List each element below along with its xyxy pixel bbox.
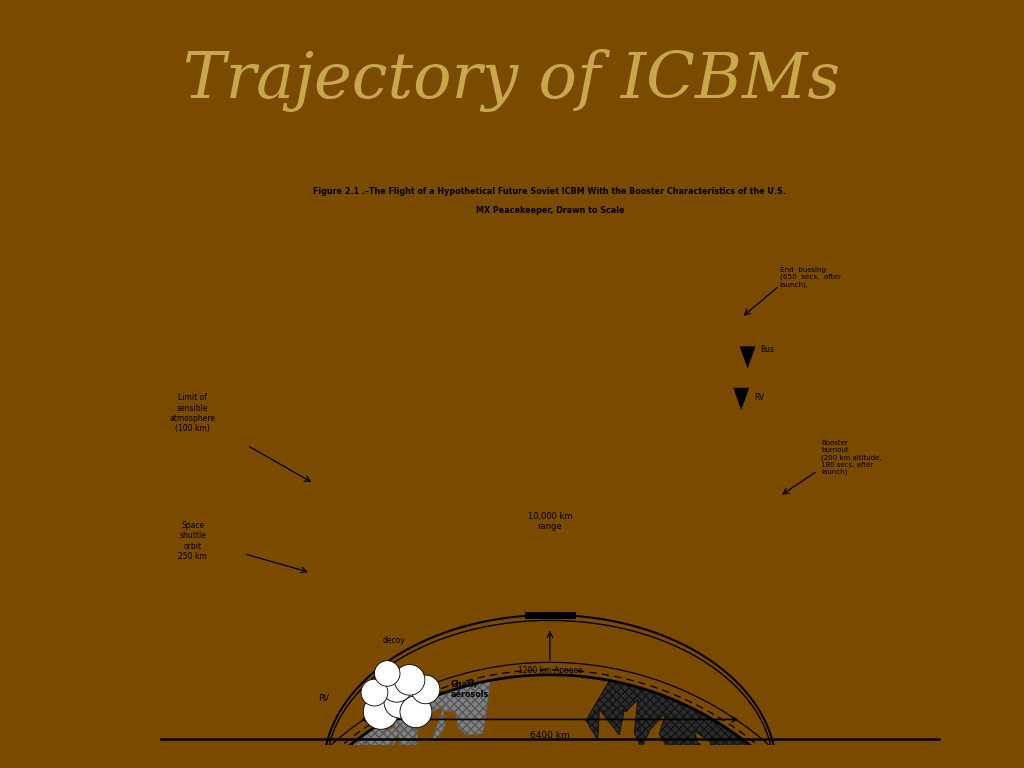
Circle shape <box>412 675 440 703</box>
Text: 10,000 km
range: 10,000 km range <box>527 512 572 531</box>
Text: RV: RV <box>317 694 329 703</box>
Text: Space
shuttle
orbit
250 km: Space shuttle orbit 250 km <box>178 521 207 561</box>
Circle shape <box>394 664 425 695</box>
Text: Booster
burnout
(200 km altitude,
180 secs. after
launch): Booster burnout (200 km altitude, 180 se… <box>821 440 882 475</box>
Polygon shape <box>586 680 868 768</box>
Circle shape <box>375 660 400 687</box>
Text: MX Peacekeeper, Drawn to Scale: MX Peacekeeper, Drawn to Scale <box>475 206 625 215</box>
Text: 1200 km Apogee: 1200 km Apogee <box>517 666 583 675</box>
Text: decoy: decoy <box>382 636 404 645</box>
Text: Chaff,
aérosols: Chaff, aérosols <box>411 680 489 699</box>
Text: End  bussing
(650  secs.  after
launch),: End bussing (650 secs. after launch), <box>779 266 841 287</box>
Circle shape <box>381 670 413 702</box>
Polygon shape <box>201 680 490 768</box>
Text: Figure 2.1 .–The Flight of a Hypothetical Future Soviet ICBM With the Booster Ch: Figure 2.1 .–The Flight of a Hypothetica… <box>313 187 786 196</box>
Circle shape <box>384 687 416 718</box>
Text: RV: RV <box>754 393 764 402</box>
Circle shape <box>400 696 432 728</box>
Polygon shape <box>739 346 756 369</box>
Polygon shape <box>733 388 750 410</box>
Text: Limit of
sensible
atmosphere
(100 km): Limit of sensible atmosphere (100 km) <box>170 393 216 433</box>
Text: 6400 km: 6400 km <box>530 730 569 740</box>
Text: Trajectory of ICBMs: Trajectory of ICBMs <box>183 49 841 112</box>
Text: Bus: Bus <box>761 345 774 354</box>
Circle shape <box>364 694 398 730</box>
Circle shape <box>361 679 388 706</box>
